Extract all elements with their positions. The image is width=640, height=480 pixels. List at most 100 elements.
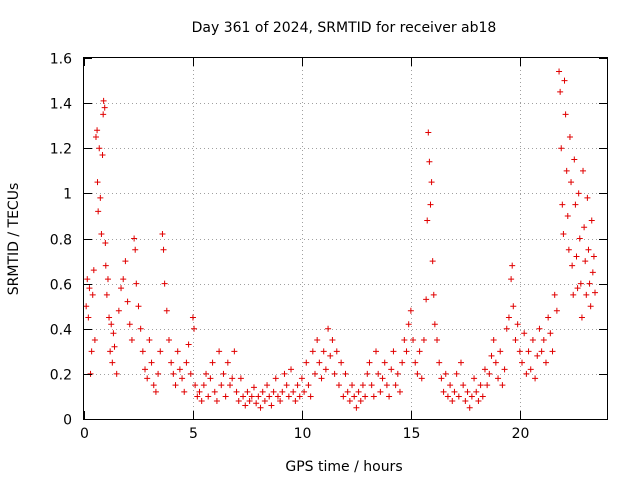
data-point	[532, 375, 539, 382]
data-point	[222, 393, 229, 400]
data-point	[430, 291, 437, 298]
data-point	[94, 127, 101, 134]
data-point	[379, 375, 386, 382]
data-point	[514, 321, 521, 328]
data-point	[403, 348, 410, 355]
data-point	[414, 370, 421, 377]
data-point	[428, 179, 435, 186]
data-point	[237, 375, 244, 382]
data-point	[584, 194, 591, 201]
data-point	[240, 393, 247, 400]
data-point	[176, 366, 183, 373]
data-point	[468, 393, 475, 400]
data-point	[220, 370, 227, 377]
data-point	[536, 325, 543, 332]
data-point	[457, 359, 464, 366]
data-point	[388, 366, 395, 373]
data-point	[551, 291, 558, 298]
data-point	[545, 314, 552, 321]
data-point	[268, 402, 275, 409]
data-point	[91, 337, 98, 344]
data-point	[181, 388, 188, 395]
data-point	[107, 348, 114, 355]
data-point	[257, 404, 264, 411]
data-point	[423, 296, 430, 303]
data-point	[290, 388, 297, 395]
data-point	[453, 370, 460, 377]
data-point	[386, 393, 393, 400]
data-point	[124, 298, 131, 305]
data-point	[272, 375, 279, 382]
data-point	[110, 330, 117, 337]
data-point	[170, 370, 177, 377]
data-point	[359, 382, 366, 389]
data-point	[410, 337, 417, 344]
data-point	[207, 375, 214, 382]
data-point	[466, 404, 473, 411]
data-point	[316, 359, 323, 366]
data-point	[353, 404, 360, 411]
data-point	[335, 382, 342, 389]
data-point	[340, 393, 347, 400]
y-tick-label: 1.2	[50, 142, 72, 158]
data-point	[194, 393, 201, 400]
data-point	[420, 337, 427, 344]
data-point	[366, 359, 373, 366]
y-tick-label: 0.4	[50, 323, 72, 339]
data-point	[449, 397, 456, 404]
data-point	[86, 285, 93, 292]
data-point	[270, 388, 277, 395]
data-point	[377, 388, 384, 395]
y-tick-label: 0.6	[50, 278, 72, 294]
data-point	[572, 201, 579, 208]
data-point	[568, 179, 575, 186]
x-axis-label: GPS time / hours	[285, 459, 402, 475]
data-point	[200, 382, 207, 389]
data-point	[488, 352, 495, 359]
data-point	[412, 359, 419, 366]
data-point	[564, 212, 571, 219]
data-point	[320, 348, 327, 355]
data-point	[542, 359, 549, 366]
data-point	[571, 156, 578, 163]
data-point	[527, 366, 534, 373]
data-point	[396, 388, 403, 395]
data-point	[94, 179, 101, 186]
data-point	[383, 382, 390, 389]
data-point	[113, 370, 120, 377]
data-point	[501, 366, 508, 373]
data-point	[575, 190, 582, 197]
data-point	[560, 230, 567, 237]
data-point	[577, 280, 584, 287]
data-point	[244, 388, 251, 395]
data-point	[102, 240, 109, 247]
data-point	[586, 280, 593, 287]
data-point	[394, 370, 401, 377]
data-point	[424, 217, 431, 224]
data-point	[574, 285, 581, 292]
data-point	[559, 201, 566, 208]
data-point	[155, 370, 162, 377]
data-point	[364, 370, 371, 377]
data-point	[512, 337, 519, 344]
data-point	[451, 388, 458, 395]
data-point	[471, 375, 478, 382]
data-point	[160, 246, 167, 253]
data-point	[553, 307, 560, 314]
data-point	[227, 382, 234, 389]
data-point	[99, 152, 106, 159]
data-point	[381, 359, 388, 366]
data-point	[314, 337, 321, 344]
data-point	[157, 348, 164, 355]
data-point	[516, 348, 523, 355]
data-point	[211, 388, 218, 395]
data-point	[351, 393, 358, 400]
data-point	[95, 208, 102, 215]
data-point	[87, 370, 94, 377]
data-point	[578, 314, 585, 321]
data-point	[135, 303, 142, 310]
data-point	[327, 352, 334, 359]
data-point	[499, 382, 506, 389]
data-point	[84, 276, 91, 283]
